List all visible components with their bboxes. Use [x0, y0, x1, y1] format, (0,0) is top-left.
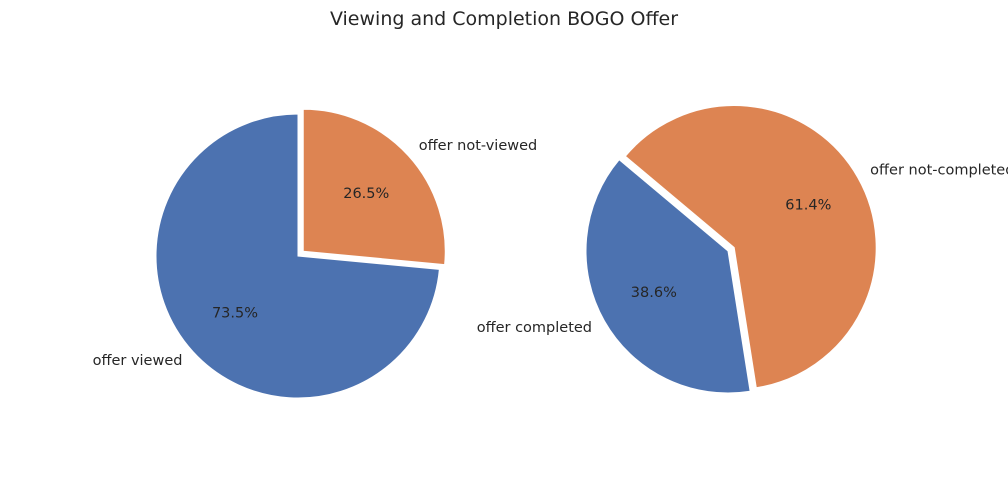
pct-label-offer-not-viewed: 26.5%: [343, 186, 389, 202]
pct-label-offer-viewed: 73.5%: [212, 305, 258, 321]
label-offer-not-completed: offer not-completed: [870, 163, 1008, 179]
figure-title: Viewing and Completion BOGO Offer: [330, 8, 678, 30]
label-offer-not-viewed: offer not-viewed: [419, 138, 537, 154]
slice-offer-completed: [585, 159, 751, 394]
label-offer-completed: offer completed: [477, 320, 592, 336]
pie-chart-completion: 38.6% 61.4% offer completed offer not-co…: [477, 105, 1008, 394]
pct-label-offer-not-completed: 61.4%: [785, 198, 831, 214]
label-offer-viewed: offer viewed: [93, 353, 183, 369]
pct-label-offer-completed: 38.6%: [631, 285, 677, 301]
pie-chart-viewing: 73.5% 26.5% offer viewed offer not-viewe…: [93, 108, 537, 399]
slice-offer-not-completed: [624, 105, 877, 389]
slice-offer-viewed: [155, 113, 440, 399]
slice-offer-not-viewed: [302, 108, 446, 266]
